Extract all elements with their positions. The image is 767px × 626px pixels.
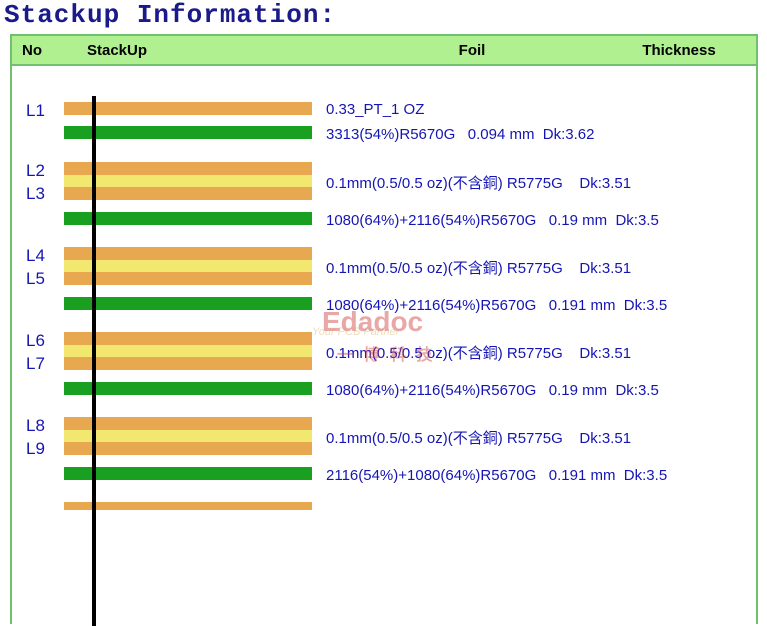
stackup-bar-copper <box>64 332 312 345</box>
stackup-bar-prepreg <box>64 467 312 480</box>
stackup-bar-prepreg <box>64 126 312 139</box>
foil-text: 0.1mm(0.5/0.5 oz)(不含銅) R5775G Dk:3.51 <box>326 427 631 448</box>
stackup-bar-copper <box>64 272 312 285</box>
stackup-bar-copper <box>64 502 312 510</box>
stackup-content: Edadoc 一 博 科 技 Your PCB Partner L1L2L3L4… <box>12 66 756 624</box>
layer-label: L7 <box>26 354 56 374</box>
foil-text: 3313(54%)R5670G 0.094 mm Dk:3.62 <box>326 126 594 143</box>
foil-text: 1080(64%)+2116(54%)R5670G 0.19 mm Dk:3.5 <box>326 382 659 399</box>
stackup-bar-core <box>64 345 312 357</box>
stackup-bar-copper <box>64 247 312 260</box>
stackup-table: No StackUp Foil Thickness Edadoc 一 博 科 技… <box>10 34 758 624</box>
stackup-bar-copper <box>64 442 312 455</box>
stackup-bar-copper <box>64 102 312 115</box>
layer-label: L6 <box>26 331 56 351</box>
watermark-sub: Your PCB Partner <box>312 326 399 338</box>
stackup-bar-prepreg <box>64 382 312 395</box>
stackup-bar-copper <box>64 162 312 175</box>
header-stackup: StackUp <box>77 42 332 59</box>
layer-label: L9 <box>26 439 56 459</box>
stackup-bar-copper <box>64 417 312 430</box>
stackup-bar-copper <box>64 187 312 200</box>
layer-label: L1 <box>26 101 56 121</box>
stackup-bar-core <box>64 260 312 272</box>
layer-label: L2 <box>26 161 56 181</box>
table-header-row: No StackUp Foil Thickness <box>12 36 756 66</box>
stackup-bar-core <box>64 175 312 187</box>
stackup-bar-prepreg <box>64 297 312 310</box>
layer-label: L5 <box>26 269 56 289</box>
header-no: No <box>12 42 77 59</box>
foil-text: 0.33_PT_1 OZ <box>326 101 424 118</box>
layer-label: L4 <box>26 246 56 266</box>
foil-text: 1080(64%)+2116(54%)R5670G 0.191 mm Dk:3.… <box>326 297 667 314</box>
foil-text: 0.1mm(0.5/0.5 oz)(不含銅) R5775G Dk:3.51 <box>326 172 631 193</box>
stackup-bar-prepreg <box>64 212 312 225</box>
foil-text: 2116(54%)+1080(64%)R5670G 0.191 mm Dk:3.… <box>326 467 667 484</box>
foil-text: 1080(64%)+2116(54%)R5670G 0.19 mm Dk:3.5 <box>326 212 659 229</box>
layer-label: L8 <box>26 416 56 436</box>
foil-text: 0.1mm(0.5/0.5 oz)(不含銅) R5775G Dk:3.51 <box>326 342 631 363</box>
foil-text: 0.1mm(0.5/0.5 oz)(不含銅) R5775G Dk:3.51 <box>326 257 631 278</box>
stackup-bar-copper <box>64 357 312 370</box>
stackup-bar-core <box>64 430 312 442</box>
page-title: Stackup Information: <box>4 0 767 30</box>
layer-label: L3 <box>26 184 56 204</box>
drill-line <box>92 96 96 626</box>
header-foil: Foil <box>332 42 612 59</box>
header-thickness: Thickness <box>612 42 756 59</box>
